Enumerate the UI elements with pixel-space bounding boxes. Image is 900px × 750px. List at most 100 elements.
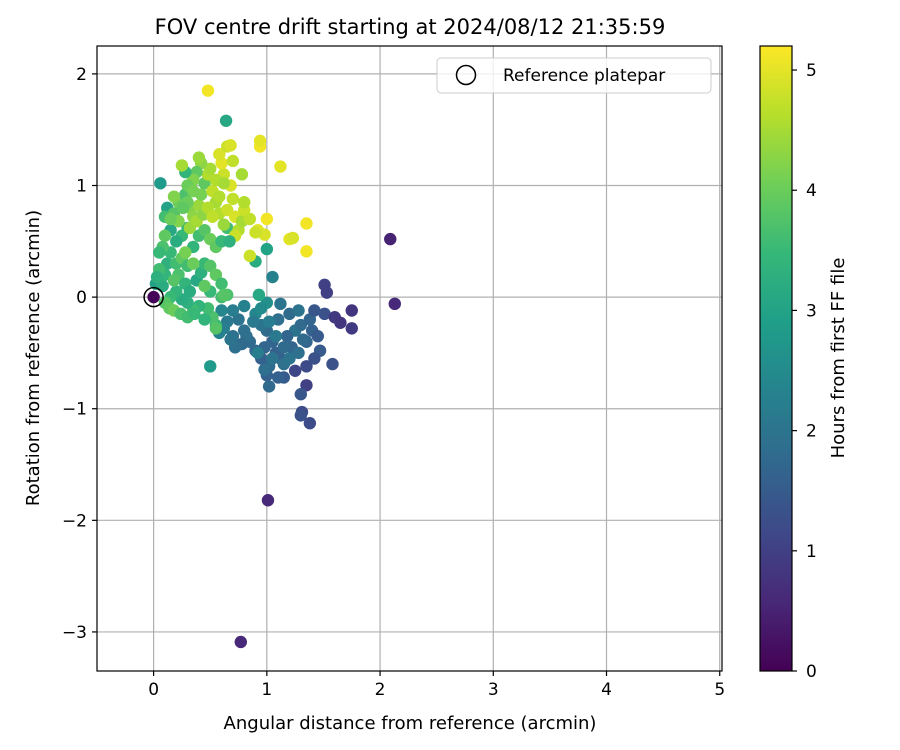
data-point <box>251 346 264 360</box>
colorbar-tick-label: 2 <box>806 422 817 442</box>
data-point <box>277 341 291 354</box>
data-point <box>219 114 233 127</box>
data-point <box>249 226 262 239</box>
data-point <box>283 352 296 365</box>
y-tick-label: 1 <box>76 177 87 197</box>
data-point <box>217 288 231 302</box>
legend: Reference platepar <box>436 57 712 94</box>
data-point <box>326 357 339 371</box>
data-point <box>274 160 287 173</box>
data-point <box>204 162 217 175</box>
data-point <box>292 346 305 360</box>
chart-title: FOV centre drift starting at 2024/08/12 … <box>155 15 666 39</box>
data-point <box>300 217 313 230</box>
data-point <box>183 285 197 298</box>
data-point <box>153 246 166 259</box>
x-tick-label: 3 <box>488 680 499 700</box>
y-tick-label: 0 <box>76 288 87 308</box>
data-point <box>150 270 164 284</box>
data-point <box>292 304 305 317</box>
data-point <box>223 235 236 248</box>
data-point <box>147 290 160 304</box>
data-point <box>300 379 313 392</box>
data-point <box>167 190 181 203</box>
data-point <box>209 268 223 281</box>
data-point <box>217 177 231 190</box>
data-point <box>334 316 347 329</box>
colorbar-label: Hours from first FF file <box>828 258 849 459</box>
data-point <box>164 212 177 226</box>
colorbar: 0 1 2 3 4 5 Hours from first FF file <box>759 45 849 682</box>
data-point <box>243 212 257 226</box>
data-point <box>232 313 245 326</box>
x-tick-label: 4 <box>601 680 612 700</box>
data-point <box>188 307 201 321</box>
data-point <box>294 388 308 401</box>
colorbar-tick-label: 4 <box>806 181 817 201</box>
colorbar-tick-label: 3 <box>806 301 817 321</box>
y-tick-label: −1 <box>62 400 87 420</box>
data-point <box>300 245 313 258</box>
data-point <box>204 259 217 273</box>
x-axis-label: Angular distance from reference (arcmin) <box>224 713 597 734</box>
x-tick-label: 5 <box>714 680 725 700</box>
data-point <box>201 84 215 97</box>
data-point <box>217 218 231 231</box>
data-point <box>294 318 308 332</box>
data-point <box>252 288 266 302</box>
data-point <box>213 190 226 203</box>
data-point <box>261 494 275 507</box>
data-point <box>254 302 268 315</box>
data-point <box>269 329 283 343</box>
data-point <box>235 168 249 181</box>
data-point <box>281 329 294 343</box>
data-point <box>247 315 260 328</box>
data-point <box>204 360 217 373</box>
data-point <box>308 352 321 365</box>
data-point <box>198 279 211 293</box>
data-point <box>179 246 192 259</box>
data-point <box>286 231 300 245</box>
data-point <box>206 210 219 223</box>
data-point <box>226 304 240 317</box>
y-tick-label: 2 <box>76 65 87 85</box>
x-tick-label: 0 <box>148 680 159 700</box>
data-point <box>167 274 181 287</box>
legend-label: Reference platepar <box>503 66 665 86</box>
data-point <box>209 322 223 335</box>
data-point <box>303 417 317 430</box>
data-point <box>198 313 211 326</box>
reference-marker <box>143 286 164 308</box>
data-point <box>176 201 190 215</box>
data-point <box>243 249 257 263</box>
data-point <box>226 154 240 168</box>
legend-marker-icon <box>455 64 477 86</box>
data-point <box>294 409 308 422</box>
data-point <box>215 277 228 290</box>
data-point <box>260 212 274 226</box>
colorbar-tick-label: 5 <box>806 61 817 81</box>
plot-area: 0 1 2 3 4 5 −3 −2 −1 0 1 2 <box>62 45 725 700</box>
y-axis-label: Rotation from reference (arcmin) <box>23 210 44 506</box>
data-point <box>237 299 251 313</box>
data-point <box>300 360 313 373</box>
data-point <box>262 380 276 393</box>
plot-background <box>97 46 722 671</box>
colorbar-ticks: 0 1 2 3 4 5 <box>792 61 817 682</box>
reference-circle <box>143 286 164 308</box>
data-point <box>262 315 276 328</box>
y-axis-ticks: −3 −2 −1 0 1 2 <box>62 65 97 643</box>
data-point <box>384 232 397 246</box>
data-point <box>215 304 228 317</box>
data-point <box>318 307 331 321</box>
data-point <box>320 286 334 299</box>
data-point <box>260 242 274 256</box>
data-point <box>170 235 183 248</box>
data-point <box>213 148 226 161</box>
y-tick-label: −3 <box>62 623 87 643</box>
legend-box <box>436 57 712 94</box>
data-point <box>253 134 267 148</box>
data-point <box>226 192 240 206</box>
data-point <box>274 297 287 311</box>
